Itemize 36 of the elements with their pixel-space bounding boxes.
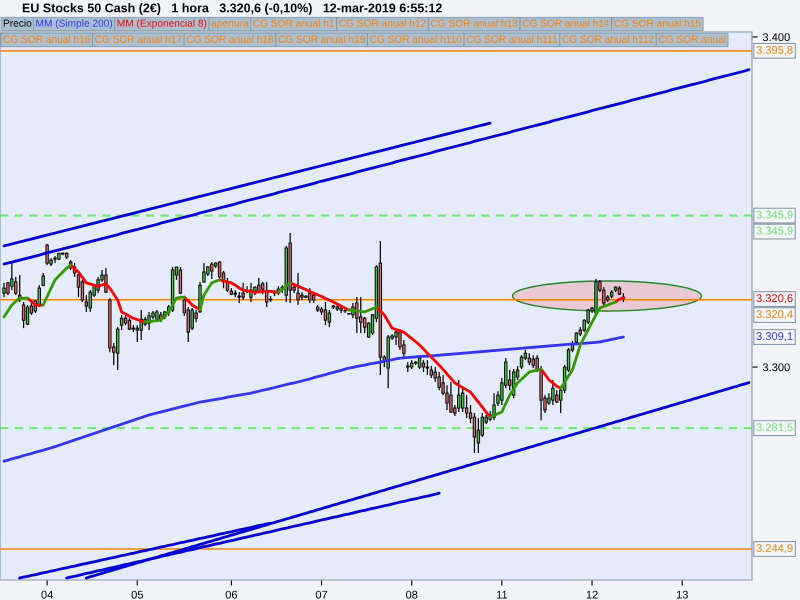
annotation: CG SOR anual h110 [370, 35, 462, 43]
ref-line-label: 3.244,9 [756, 544, 793, 554]
annotation: CG SOR anual h19 [278, 35, 365, 43]
x-tick-label: 07 [316, 590, 328, 599]
x-tick-label: 06 [226, 590, 238, 599]
ref-line-label: 3.320,4 [756, 310, 793, 320]
annotation: CG SOR anual h111 [466, 35, 558, 43]
x-tick-label: 11 [496, 590, 508, 598]
ref-line-label: 3.281,5 [756, 423, 793, 432]
text: CG SOR anual h1 [253, 19, 334, 27]
text: Precio [4, 19, 32, 27]
y-tick-label: 3.300 [762, 363, 790, 372]
annotation: CG SOR anual h18 [186, 35, 274, 43]
text: MM (Simple 200) [36, 19, 112, 29]
annotation: 3.345,9 [756, 226, 793, 236]
ref-line-label: 3.395,8 [756, 46, 793, 56]
x-tick-label: 08 [406, 590, 418, 599]
text: CG SOR anual h13 [430, 19, 518, 27]
text: CG SOR anual h15 [614, 19, 701, 27]
x-tick-label: 12 [586, 590, 598, 598]
text: CG SOR anual h12 [339, 19, 426, 27]
annotation: 3.309,1 [756, 332, 793, 342]
text: apertura [212, 20, 249, 29]
annotation: 3.320,6 [756, 294, 793, 304]
chart-title: EU Stocks 50 Cash (2€) 1 hora 3.320,6 (-0,10%) 12-mar-2019 6:55:12 [22, 3, 442, 15]
text: MM (Exponencial 8) [118, 19, 206, 29]
ref-line-label: 3.345,9 [756, 210, 793, 220]
y-tick-label: 3.400 [762, 33, 790, 42]
x-tick-label: 04 [41, 590, 53, 599]
x-tick-label: 13 [676, 590, 688, 599]
annotation: CG SOR anual [658, 35, 726, 43]
annotation: CG SOR anual h112 [562, 35, 654, 43]
x-tick-label: 05 [132, 590, 144, 599]
text: CG SOR anual h14 [522, 19, 610, 27]
annotation: CG SOR anual h17 [95, 35, 182, 43]
annotation: CG SOR anual h16 [4, 35, 90, 43]
